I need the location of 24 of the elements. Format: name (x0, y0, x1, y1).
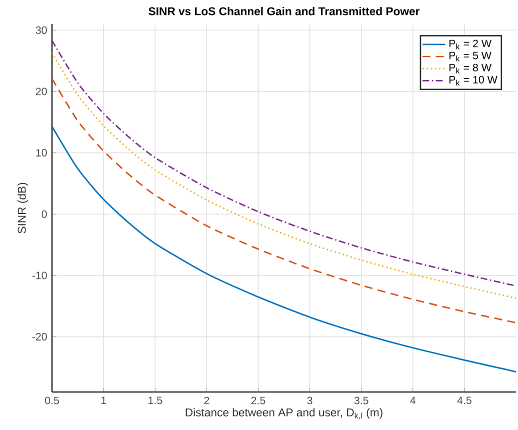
legend-label: P$_{k}$ = 10 W (449, 76, 498, 86)
line-series (52, 126, 516, 372)
chart-title: SINR vs LoS Channel Gain and Transmitted Power (148, 6, 420, 16)
x-axis-title: Distance between AP and user, D$_{k,l}$ (m) (186, 408, 382, 420)
legend-label: P$_{k}$ = 2 W (449, 40, 492, 50)
y-tick-label: 0 (42, 210, 47, 218)
x-tick-label: 1 (101, 396, 106, 404)
y-axis-title: SINR (dB) (17, 182, 28, 234)
line-series (52, 78, 516, 324)
x-tick-label: 3 (307, 396, 312, 404)
y-tick-label: -20 (32, 333, 47, 341)
y-tick-label: -10 (32, 272, 47, 280)
legend-label: P$_{k}$ = 5 W (449, 52, 492, 62)
legend-label: P$_{k}$ = 8 W (449, 64, 492, 74)
x-tick-label: 2 (204, 396, 210, 404)
y-tick-label: 20 (36, 88, 47, 96)
y-tick-label: 30 (36, 26, 47, 34)
x-tick-label: 3.5 (354, 396, 368, 404)
x-tick-label: 1.5 (148, 396, 162, 404)
x-tick-label: 4 (410, 396, 416, 404)
x-tick-label: 2.5 (251, 396, 266, 404)
x-tick-label: 0.5 (45, 396, 59, 404)
y-tick-label: 10 (36, 149, 47, 157)
x-tick-label: 4.5 (457, 396, 472, 404)
